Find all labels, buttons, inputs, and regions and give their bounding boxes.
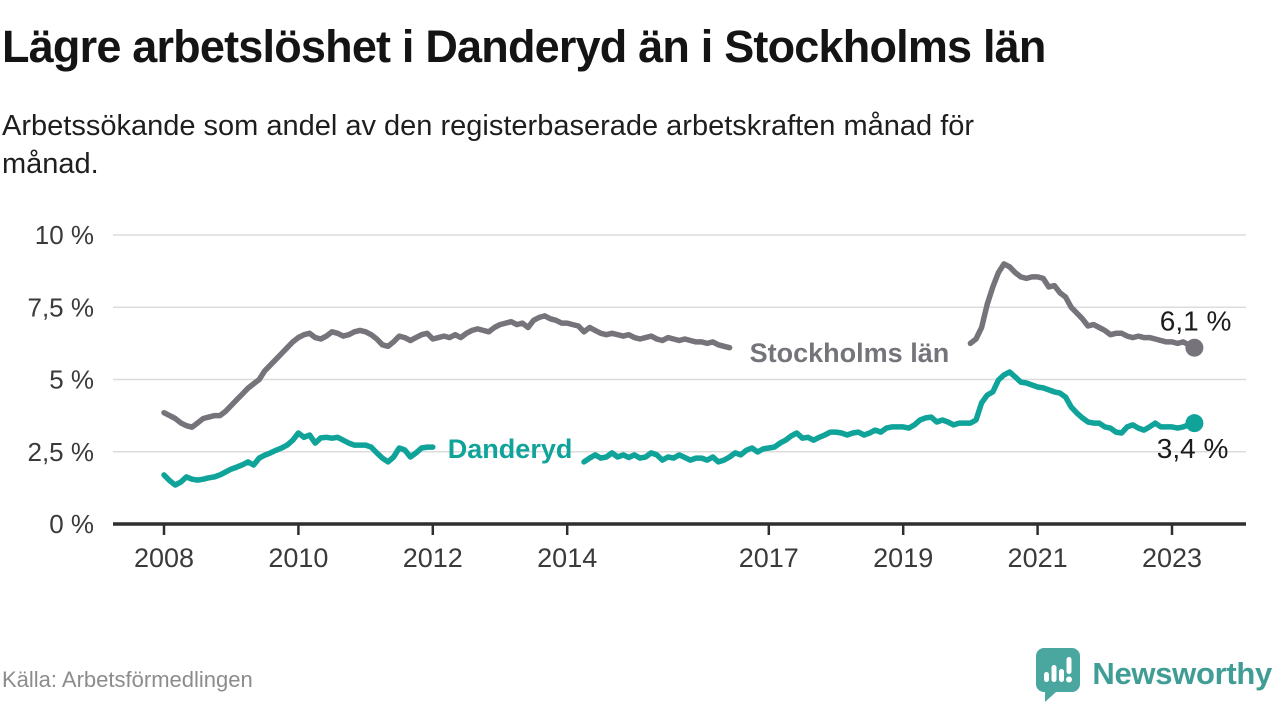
bar-chart-speech-bubble-icon: [1036, 648, 1081, 702]
newsworthy-wordmark: Newsworthy: [1092, 656, 1272, 691]
series-label-danderyd: Danderyd: [448, 434, 573, 464]
series-label-stockholms-l-n: Stockholms län: [750, 338, 950, 368]
x-axis-label: 2023: [1142, 543, 1202, 573]
x-axis-label: 2012: [403, 543, 463, 573]
series-line-stockholms-l-n: [967, 261, 1198, 351]
x-axis-label: 2021: [1008, 543, 1068, 573]
series-line-danderyd: [161, 430, 436, 488]
x-axis-label: 2014: [537, 543, 597, 573]
y-axis-label: 10 %: [35, 220, 94, 250]
chart-subtitle: Arbetssökande som andel av den registerb…: [2, 110, 975, 181]
series-end-value-danderyd: 3,4 %: [1157, 433, 1229, 464]
y-axis-label: 0 %: [49, 509, 94, 539]
x-axis-label: 2017: [739, 543, 799, 573]
y-axis-label: 7,5 %: [28, 292, 95, 322]
source-note: Källa: Arbetsförmedlingen: [2, 667, 253, 692]
newsworthy-logo: Newsworthy: [1034, 646, 1272, 702]
page-title: Lägre arbetslöshet i Danderyd än i Stock…: [2, 21, 1046, 72]
x-axis-label: 2019: [873, 543, 933, 573]
y-axis-label: 2,5 %: [28, 437, 95, 467]
y-axis-label: 5 %: [49, 365, 94, 395]
x-axis-label: 2008: [134, 543, 194, 573]
series-end-value-stockholms-l-n: 6,1 %: [1160, 306, 1232, 337]
x-axis-label: 2010: [268, 543, 328, 573]
series-line-danderyd: [581, 369, 1198, 465]
series-end-dot-stockholms-l-n: [1185, 338, 1204, 357]
series-line-stockholms-l-n: [161, 313, 733, 430]
series-end-dot-danderyd: [1185, 414, 1204, 433]
